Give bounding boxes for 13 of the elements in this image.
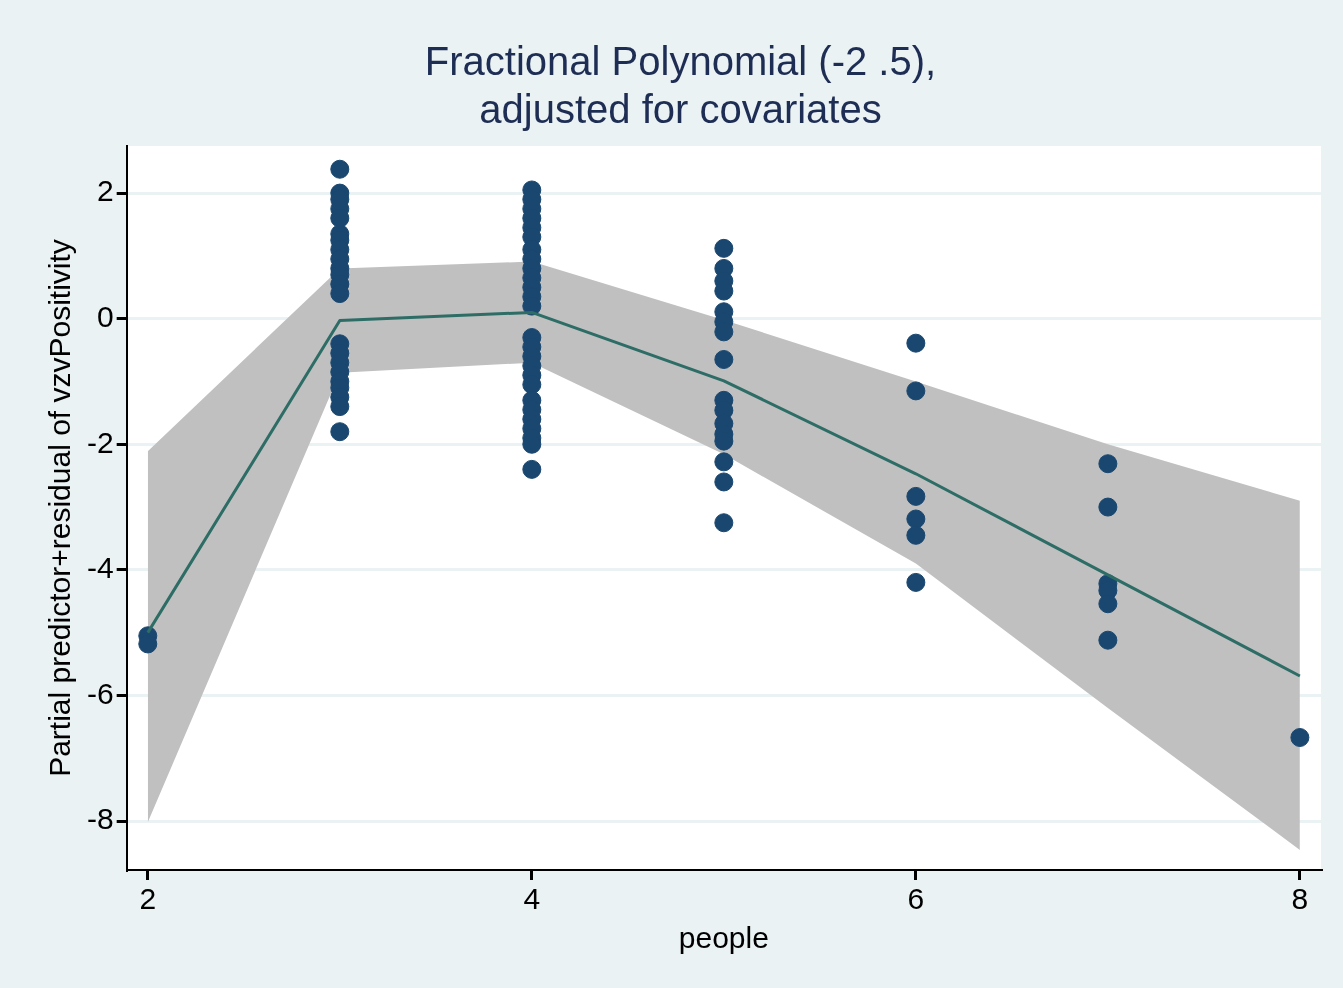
- chart-title: Fractional Polynomial (-2 .5), adjusted for covariates: [424, 39, 937, 132]
- x-tick-label: 4: [523, 882, 541, 916]
- y-tick-label: 0: [96, 299, 114, 333]
- y-tick-label: -8: [86, 802, 114, 836]
- x-tick-label: 2: [139, 882, 157, 916]
- x-tick-label: 6: [907, 882, 925, 916]
- y-tick-label: -2: [86, 425, 114, 459]
- x-tick-label: 8: [1291, 882, 1309, 916]
- y-axis-title: Partial predictor+residual of vzvPositivity: [43, 239, 77, 777]
- x-axis-title: people: [678, 921, 769, 955]
- y-tick-label: -4: [86, 551, 114, 585]
- y-tick-label: -6: [86, 676, 114, 710]
- y-tick-label: 2: [96, 174, 114, 208]
